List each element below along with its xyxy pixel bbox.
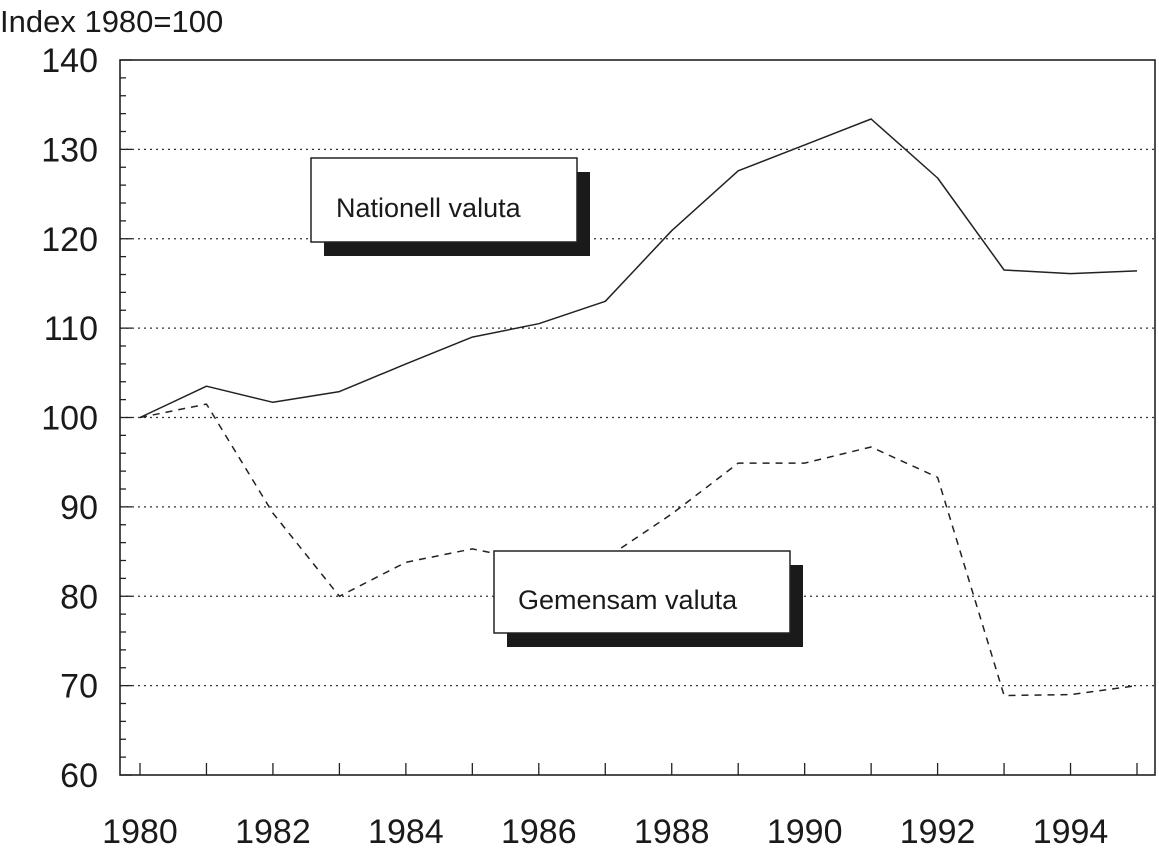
x-tick-label-1986: 1986: [501, 813, 577, 850]
data-point: [1002, 693, 1006, 697]
y-axis-label: Index 1980=100: [0, 4, 223, 39]
data-point: [1069, 693, 1073, 697]
data-point: [803, 143, 807, 147]
data-point: [404, 560, 408, 564]
legend-box: [310, 157, 578, 243]
series-line-gemensam-valuta: [139, 403, 1138, 697]
series-line-nationell-valuta: [139, 118, 1138, 419]
data-point: [736, 169, 740, 173]
y-tick-label-80: 80: [60, 578, 98, 616]
legend: Nationell valuta Gemensam valuta: [310, 157, 803, 647]
y-tick-label-100: 100: [41, 400, 98, 438]
data-point: [204, 384, 208, 388]
x-tick-label-1988: 1988: [634, 813, 710, 850]
legend-box: [493, 550, 791, 634]
axes: 60 70 80 90 100 110 120 130 140 1980 1982 1984 1986 1…: [41, 42, 1156, 850]
data-point: [271, 400, 275, 404]
x-tick-label-1980: 1980: [102, 813, 178, 850]
data-point: [936, 176, 940, 180]
y-tick-label-130: 130: [41, 131, 98, 169]
data-point: [603, 299, 607, 303]
y-tick-label-120: 120: [41, 221, 98, 259]
data-point: [1069, 272, 1073, 276]
data-point: [470, 547, 474, 551]
data-point: [1135, 684, 1139, 688]
data-point: [138, 416, 142, 420]
y-tick-label-90: 90: [60, 489, 98, 527]
y-tick-label-140: 140: [41, 42, 98, 80]
x-tick-label-1992: 1992: [900, 813, 976, 850]
data-point: [204, 402, 208, 406]
data-point: [1135, 269, 1139, 273]
data-point: [803, 461, 807, 465]
y-tick-label-110: 110: [44, 310, 98, 348]
data-point: [404, 362, 408, 366]
data-point: [736, 461, 740, 465]
data-point: [271, 511, 275, 515]
data-point: [337, 390, 341, 394]
data-point: [869, 117, 873, 121]
x-tick-label-1984: 1984: [368, 813, 444, 850]
legend-label-gemensam-valuta: Gemensam valuta: [518, 585, 738, 615]
x-tick-label-1982: 1982: [235, 813, 311, 850]
series-lines: [138, 117, 1139, 697]
data-point: [670, 229, 674, 233]
legend-label-nationell-valuta: Nationell valuta: [336, 193, 522, 223]
x-tick-label-1994: 1994: [1033, 813, 1109, 850]
data-point: [337, 594, 341, 598]
y-tick-label-60: 60: [60, 757, 98, 795]
x-tick-label-1990: 1990: [767, 813, 843, 850]
data-point: [537, 322, 541, 326]
data-point: [470, 335, 474, 339]
data-point: [1002, 268, 1006, 272]
data-point: [869, 445, 873, 449]
data-point: [670, 512, 674, 516]
data-point: [936, 475, 940, 479]
y-tick-label-70: 70: [60, 668, 98, 706]
